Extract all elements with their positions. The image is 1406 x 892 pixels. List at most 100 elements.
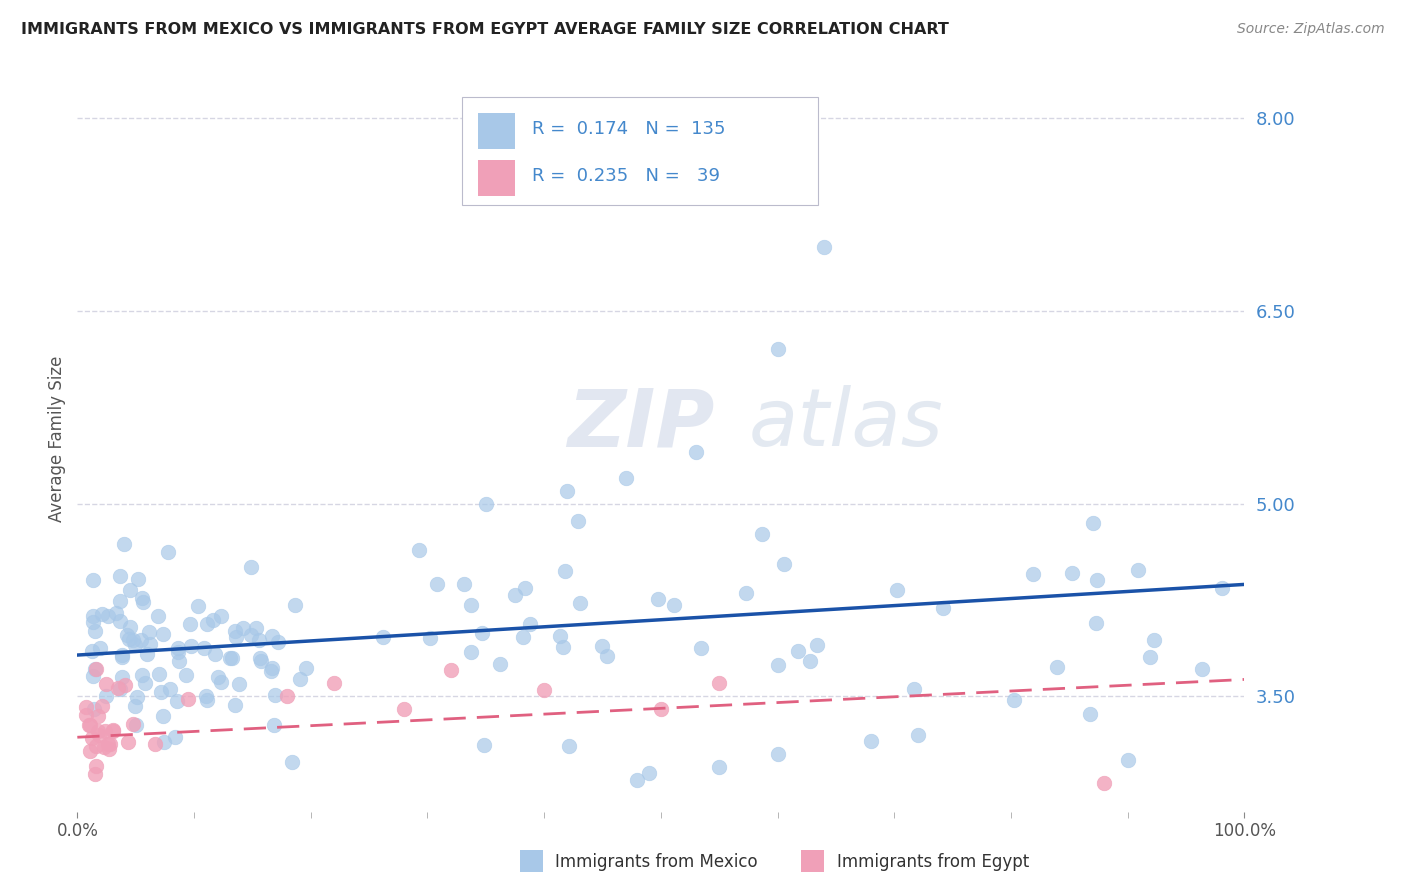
Point <box>157 545 180 559</box>
Point <box>240 559 263 574</box>
Point <box>82 669 104 683</box>
Point <box>83 767 105 781</box>
Point <box>165 730 187 744</box>
Point <box>249 654 271 668</box>
Point <box>115 628 138 642</box>
Point <box>512 630 534 644</box>
Point <box>93 724 115 739</box>
Point <box>1085 573 1108 587</box>
Point <box>110 569 132 583</box>
Point <box>124 698 146 713</box>
Point <box>806 638 828 652</box>
Point <box>1211 581 1233 595</box>
Point <box>276 689 298 703</box>
Point <box>82 609 104 624</box>
Point <box>118 619 141 633</box>
Point <box>180 639 202 653</box>
Point <box>87 728 110 742</box>
Point <box>75 707 97 722</box>
Point <box>97 737 120 751</box>
Point <box>1191 662 1213 676</box>
Point <box>139 637 162 651</box>
Point <box>111 650 134 665</box>
Point <box>1084 615 1107 630</box>
Point <box>201 613 224 627</box>
Text: R =  0.174   N =  135: R = 0.174 N = 135 <box>533 120 725 137</box>
Point <box>786 643 808 657</box>
Point <box>228 677 250 691</box>
Point <box>187 599 209 613</box>
Point <box>153 735 176 749</box>
Point <box>112 537 135 551</box>
Point <box>127 572 149 586</box>
Point <box>515 582 537 596</box>
Point <box>426 576 449 591</box>
Point <box>177 692 200 706</box>
Point <box>371 630 394 644</box>
Point <box>474 496 498 510</box>
Point <box>859 734 882 748</box>
Point <box>647 592 669 607</box>
Point <box>1081 516 1104 530</box>
Text: Immigrants from Mexico: Immigrants from Mexico <box>555 853 758 871</box>
Point <box>117 735 139 749</box>
Point <box>149 685 172 699</box>
Text: Immigrants from Egypt: Immigrants from Egypt <box>837 853 1029 871</box>
Point <box>110 681 132 696</box>
Point <box>101 723 124 737</box>
Point <box>903 682 925 697</box>
Point <box>221 651 243 665</box>
Point <box>79 744 101 758</box>
Point <box>260 629 283 643</box>
Point <box>111 670 134 684</box>
Point <box>596 649 619 664</box>
Point <box>108 594 131 608</box>
Point <box>84 662 107 676</box>
Point <box>650 702 672 716</box>
Point <box>207 670 229 684</box>
Point <box>392 702 415 716</box>
Point <box>440 664 463 678</box>
Point <box>87 724 110 739</box>
Point <box>152 709 174 723</box>
Point <box>1046 660 1069 674</box>
Point <box>689 640 711 655</box>
Point <box>260 664 283 678</box>
Point <box>685 445 707 459</box>
Point <box>174 667 197 681</box>
Point <box>1126 563 1149 577</box>
Y-axis label: Average Family Size: Average Family Size <box>48 356 66 523</box>
Point <box>569 596 592 610</box>
Point <box>97 608 120 623</box>
Point <box>90 699 112 714</box>
Point <box>1022 567 1045 582</box>
Point <box>179 616 201 631</box>
FancyBboxPatch shape <box>463 96 818 204</box>
Point <box>121 632 143 647</box>
Point <box>245 621 267 635</box>
Point <box>118 583 141 598</box>
Point <box>219 651 242 665</box>
Point <box>159 682 181 697</box>
Point <box>907 728 929 742</box>
Point <box>167 645 190 659</box>
Point <box>225 630 247 644</box>
Point <box>591 639 613 653</box>
Point <box>460 645 482 659</box>
Point <box>82 731 104 746</box>
Point <box>77 718 100 732</box>
Point <box>118 632 141 647</box>
Point <box>1116 753 1139 767</box>
Point <box>264 688 287 702</box>
Point <box>558 739 581 753</box>
Point <box>94 689 117 703</box>
Point <box>101 724 124 739</box>
Point <box>519 616 541 631</box>
Point <box>1092 776 1115 790</box>
Point <box>80 644 103 658</box>
Point <box>224 698 246 712</box>
Point <box>247 632 270 647</box>
Point <box>86 709 108 723</box>
Point <box>766 747 789 761</box>
Point <box>489 657 512 671</box>
